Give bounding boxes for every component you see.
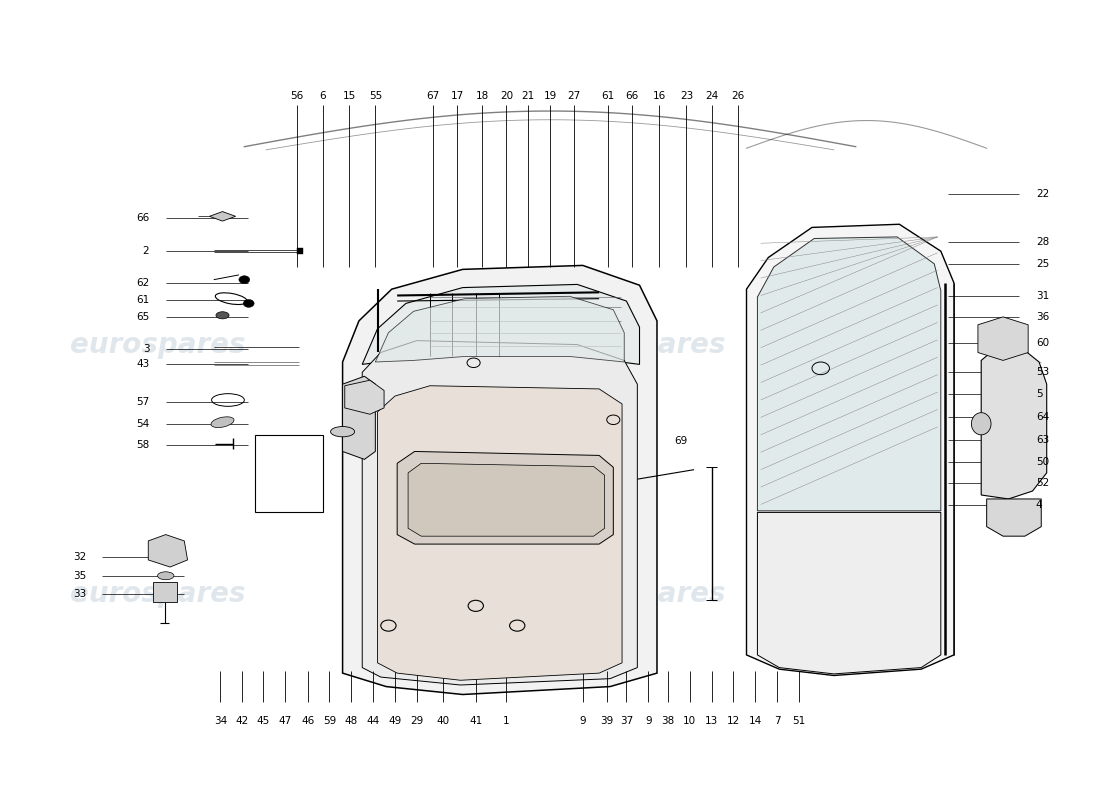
Text: 50: 50 [1036, 457, 1049, 466]
Text: 61: 61 [136, 295, 150, 306]
Text: 9: 9 [645, 716, 651, 726]
Text: 24: 24 [705, 91, 718, 101]
Text: 13: 13 [705, 716, 718, 726]
Text: 45: 45 [256, 716, 270, 726]
Text: eurospares: eurospares [69, 580, 245, 608]
Text: 22: 22 [1036, 189, 1049, 199]
Ellipse shape [331, 426, 354, 437]
Text: 20: 20 [499, 91, 513, 101]
Polygon shape [342, 266, 657, 694]
Text: 54: 54 [136, 418, 150, 429]
Text: 42: 42 [235, 716, 249, 726]
Text: 23: 23 [680, 91, 693, 101]
Text: 39: 39 [601, 716, 614, 726]
Ellipse shape [971, 413, 991, 435]
Text: 18: 18 [475, 91, 488, 101]
Text: 63: 63 [1036, 434, 1049, 445]
Text: 1: 1 [503, 716, 509, 726]
Text: 16: 16 [652, 91, 666, 101]
Polygon shape [987, 499, 1042, 536]
Circle shape [243, 299, 254, 307]
Text: 7: 7 [773, 716, 780, 726]
Polygon shape [978, 317, 1028, 361]
Text: 40: 40 [437, 716, 450, 726]
Text: 14: 14 [749, 716, 762, 726]
Text: 58: 58 [136, 440, 150, 450]
Text: 17: 17 [451, 91, 464, 101]
Text: 66: 66 [136, 213, 150, 223]
Text: 12: 12 [727, 716, 740, 726]
Text: 19: 19 [543, 91, 557, 101]
Polygon shape [342, 376, 375, 459]
Text: 44: 44 [366, 716, 379, 726]
Text: 64: 64 [1036, 413, 1049, 422]
Ellipse shape [216, 312, 229, 319]
Text: 9: 9 [580, 716, 586, 726]
Text: 57: 57 [136, 397, 150, 406]
Ellipse shape [157, 572, 174, 580]
Text: 49: 49 [388, 716, 401, 726]
Text: 32: 32 [73, 552, 86, 562]
Text: 62: 62 [136, 278, 150, 288]
Text: 3: 3 [143, 343, 150, 354]
Text: 69: 69 [674, 436, 688, 446]
Text: 59: 59 [323, 716, 337, 726]
Bar [297, 248, 304, 254]
Text: 55: 55 [368, 91, 382, 101]
Polygon shape [747, 224, 954, 675]
Polygon shape [377, 386, 621, 680]
Text: 29: 29 [410, 716, 424, 726]
Polygon shape [758, 237, 940, 511]
Polygon shape [209, 211, 235, 221]
Polygon shape [362, 285, 639, 364]
Text: 46: 46 [301, 716, 315, 726]
Text: 56: 56 [290, 91, 304, 101]
Circle shape [239, 276, 250, 284]
Text: 41: 41 [469, 716, 483, 726]
Text: eurospares: eurospares [69, 330, 245, 358]
Text: 35: 35 [73, 570, 86, 581]
Polygon shape [408, 463, 605, 536]
Text: 34: 34 [213, 716, 227, 726]
Text: 38: 38 [661, 716, 674, 726]
Text: 15: 15 [342, 91, 355, 101]
Text: eurospares: eurospares [550, 580, 726, 608]
Text: 33: 33 [73, 589, 86, 599]
Text: 27: 27 [568, 91, 581, 101]
Text: 47: 47 [278, 716, 292, 726]
Text: 31: 31 [1036, 290, 1049, 301]
Polygon shape [758, 513, 940, 674]
Text: 67: 67 [427, 91, 440, 101]
Text: 6: 6 [320, 91, 327, 101]
Text: 21: 21 [521, 91, 535, 101]
Text: 65: 65 [136, 312, 150, 322]
Ellipse shape [211, 417, 234, 427]
Text: 26: 26 [732, 91, 745, 101]
Text: 10: 10 [683, 716, 696, 726]
Text: 37: 37 [619, 716, 632, 726]
Text: 61: 61 [602, 91, 615, 101]
Text: 48: 48 [344, 716, 358, 726]
Polygon shape [344, 380, 384, 414]
Polygon shape [981, 346, 1047, 499]
Text: 2: 2 [143, 246, 150, 256]
Text: 5: 5 [1036, 389, 1043, 398]
Polygon shape [148, 534, 188, 567]
Polygon shape [375, 296, 624, 362]
Text: 43: 43 [136, 359, 150, 370]
Polygon shape [362, 341, 637, 685]
Text: 25: 25 [1036, 259, 1049, 269]
Bar [255, 435, 323, 513]
Polygon shape [397, 451, 614, 544]
Text: 66: 66 [625, 91, 638, 101]
Text: 53: 53 [1036, 367, 1049, 378]
Text: 52: 52 [1036, 478, 1049, 488]
Text: 51: 51 [792, 716, 805, 726]
Text: eurospares: eurospares [550, 330, 726, 358]
Text: 28: 28 [1036, 237, 1049, 246]
Text: 4: 4 [1036, 499, 1043, 510]
Text: 36: 36 [1036, 312, 1049, 322]
Text: 60: 60 [1036, 338, 1049, 348]
Bar [153, 582, 177, 602]
